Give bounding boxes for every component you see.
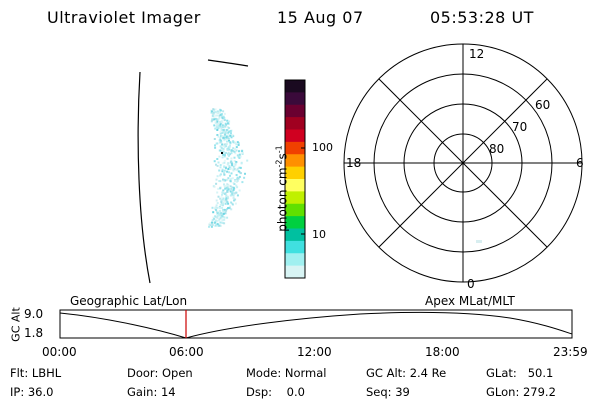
status-glat-label: GLat: — [486, 366, 517, 380]
status-gain-label: Gain: — [127, 385, 158, 399]
colorbar-stripe — [285, 216, 305, 229]
status-gain: Gain: 14 — [127, 385, 176, 399]
status-mode: Mode: Normal — [246, 366, 326, 380]
colorbar-stripe — [285, 80, 305, 93]
status-glon-value: 279.2 — [522, 385, 556, 399]
timeline-frame — [59, 309, 573, 339]
auroral-oval — [208, 108, 249, 228]
polar-lat-70: 70 — [512, 120, 528, 134]
colorbar-stripe — [285, 154, 305, 168]
polar-diagonal-b — [378, 78, 548, 248]
colorbar-stripe — [285, 141, 305, 155]
timeline-x-tick-1: 06:00 — [169, 345, 204, 359]
timeline-left-label: Geographic Lat/Lon — [70, 294, 188, 308]
polar-lat-80: 80 — [489, 142, 505, 156]
instrument-title: Ultraviolet Imager — [47, 8, 201, 27]
colorbar-stripe — [285, 228, 305, 242]
status-seq: Seq: 39 — [366, 385, 410, 399]
timeline-y-tick-low: 1.8 — [24, 326, 44, 340]
colorbar-stripe — [285, 117, 305, 130]
timeline-x-tick-2: 12:00 — [297, 345, 332, 359]
colorbar-stripe — [285, 92, 305, 106]
colorbar-stripe — [285, 104, 305, 118]
status-gcalt-value: 2.4 Re — [409, 366, 447, 380]
status-ip-value: 36.0 — [27, 385, 54, 399]
colorbar-stripe — [285, 203, 305, 217]
observation-date: 15 Aug 07 — [277, 8, 364, 27]
colorbar-stripe — [285, 129, 305, 143]
status-dsp-value: 0.0 — [286, 385, 305, 399]
colorbar-stripe — [285, 240, 305, 254]
timeline-right-label: Apex MLat/MLT — [425, 294, 515, 308]
polar-label-18: 18 — [346, 156, 362, 170]
polar-label-12: 12 — [469, 47, 485, 61]
status-seq-label: Seq: — [366, 385, 392, 399]
observation-time: 05:53:28 UT — [430, 8, 534, 27]
polar-label-6: 6 — [576, 156, 584, 170]
polar-lat-60: 60 — [535, 98, 551, 112]
colorbar-stripe — [285, 179, 305, 192]
status-gain-value: 14 — [160, 385, 176, 399]
colorbar-stripe — [285, 166, 305, 180]
timeline-x-tick-3: 18:00 — [425, 345, 460, 359]
polar-label-0: 0 — [467, 277, 475, 291]
status-door-value: Open — [161, 366, 193, 380]
status-gcalt: GC Alt: 2.4 Re — [366, 366, 446, 380]
status-flt: Flt: LBHL — [10, 366, 61, 380]
altitude-curve — [59, 311, 573, 339]
status-door: Door: Open — [127, 366, 193, 380]
status-seq-value: 39 — [395, 385, 410, 399]
timeline-x-tick-0: 00:00 — [42, 345, 77, 359]
status-glat: GLat: 50.1 — [486, 366, 553, 380]
status-flt-value: LBHL — [31, 366, 62, 380]
colorbar-stripe — [285, 191, 305, 205]
status-glat-value: 50.1 — [527, 366, 554, 380]
earth-limb — [137, 59, 249, 284]
status-gcalt-label: GC Alt: — [366, 366, 407, 380]
status-glon: GLon: 279.2 — [486, 385, 556, 399]
status-door-label: Door: — [127, 366, 159, 380]
colorbar-tick-100: 100 — [312, 141, 333, 154]
colorbar-tick-10: 10 — [312, 228, 326, 241]
timeline-x-tick-4: 23:59 — [553, 345, 588, 359]
colorbar-stripe — [285, 265, 305, 279]
status-ip: IP: 36.0 — [10, 385, 53, 399]
status-mode-value: Normal — [284, 366, 327, 380]
timeline-y-tick-high: 9.0 — [24, 307, 44, 321]
status-mode-label: Mode: — [246, 366, 282, 380]
status-dsp-label: Dsp: — [246, 385, 273, 399]
status-flt-label: Flt: — [10, 366, 29, 380]
status-dsp: Dsp: 0.0 — [246, 385, 305, 399]
status-glon-label: GLon: — [486, 385, 520, 399]
colorbar-stripe — [285, 253, 305, 267]
status-ip-label: IP: — [10, 385, 25, 399]
